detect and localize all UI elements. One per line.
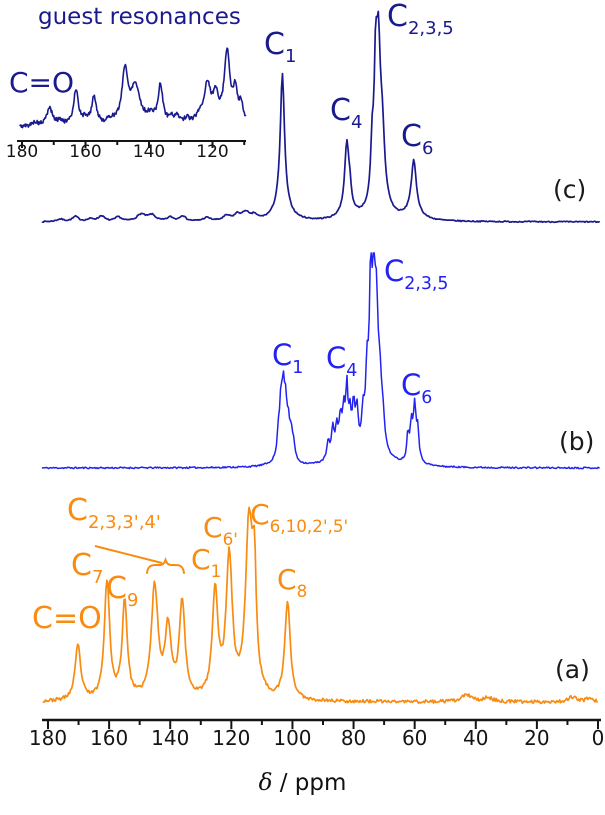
- peak-label-c1-spectrum-a: C1: [191, 543, 222, 581]
- peak-label-c61025-spectrum-a: C6,10,2',5': [250, 498, 349, 536]
- peak-label-c8-spectrum-a: C8: [277, 563, 308, 601]
- x-tick-label-main-160: 160: [90, 726, 129, 750]
- peak-label-co-inset: C=O: [9, 66, 75, 99]
- spectrum-a: [42, 506, 598, 705]
- assignment-brace: [146, 556, 185, 574]
- peak-label-c4-spectrum-c: C4: [330, 93, 363, 134]
- x-tick-label-main-0: 0: [591, 726, 605, 750]
- spectrum-b: [41, 252, 600, 470]
- x-tick-label-inset-160: 160: [69, 142, 102, 162]
- peak-label-co-spectrum-a: C=O: [32, 601, 102, 636]
- peak-label-c235-spectrum-b: C2,3,5: [384, 254, 449, 294]
- x-tick-label-inset-120: 120: [196, 142, 229, 162]
- x-tick-label-main-40: 40: [463, 726, 489, 750]
- peak-label-c2334-spectrum-a: C2,3,3',4': [67, 493, 161, 534]
- x-tick-label-main-100: 100: [273, 726, 312, 750]
- peak-label-c1-spectrum-c: C1: [264, 27, 297, 68]
- x-tick-label-main-140: 140: [151, 726, 190, 750]
- inset-guest-resonances: [19, 47, 247, 129]
- x-tick-label-main-60: 60: [401, 726, 428, 750]
- x-tick-label-main-180: 180: [28, 726, 68, 750]
- peak-label-c1-spectrum-b: C1: [272, 338, 304, 378]
- peak-label-c6p-spectrum-a: C6': [203, 511, 238, 549]
- x-tick-label-inset-140: 140: [132, 142, 166, 162]
- panel-label-c: (c): [553, 175, 587, 204]
- assignment-pointer-line: [94, 545, 163, 564]
- x-axis-label: δ / ppm: [258, 770, 347, 796]
- peak-label-c6-spectrum-b: C6: [401, 368, 433, 408]
- spectrum-c: [41, 10, 600, 224]
- peak-label-c9-spectrum-a: C9: [106, 571, 139, 612]
- peak-label-c4-spectrum-b: C4: [326, 341, 358, 381]
- x-tick-label-main-120: 120: [212, 726, 251, 750]
- x-tick-label-main-80: 80: [340, 726, 367, 750]
- x-tick-label-main-20: 20: [524, 726, 550, 750]
- peak-label-c7-spectrum-a: C7: [71, 548, 104, 589]
- inset-title: guest resonances: [38, 4, 241, 30]
- panel-label-a: (a): [555, 655, 590, 684]
- x-tick-label-inset-180: 180: [5, 142, 39, 162]
- peak-label-c6-spectrum-c: C6: [401, 119, 434, 160]
- panel-label-b: (b): [559, 427, 595, 456]
- peak-label-c235-spectrum-c: C2,3,5: [387, 0, 454, 40]
